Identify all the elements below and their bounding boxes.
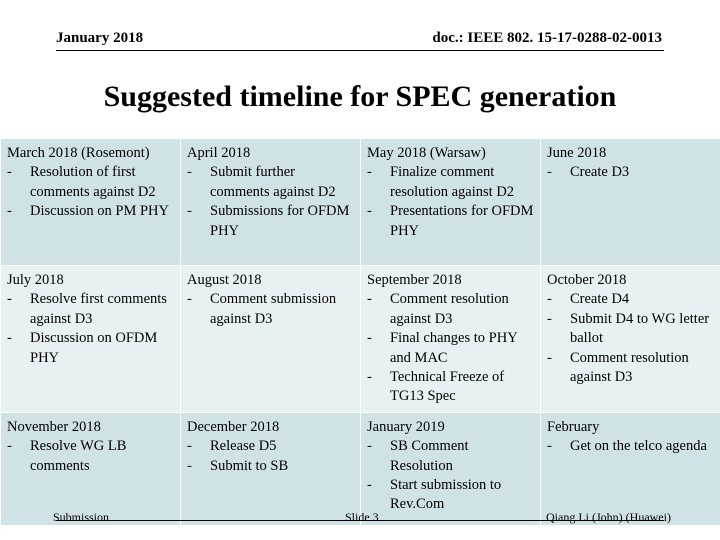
- timeline-month: December 2018: [187, 418, 280, 435]
- task-item: Comment submission against D3: [187, 290, 354, 329]
- task-item: Discussion on OFDM PHY: [7, 329, 174, 368]
- task-item: Resolution of first comments against D2: [7, 163, 174, 202]
- timeline-month: November 2018: [7, 418, 101, 435]
- task-item: Create D3: [547, 163, 714, 183]
- task-list: Release D5Submit to SB: [187, 437, 354, 476]
- task-list: Create D3: [547, 163, 714, 183]
- task-item: Resolve WG LB comments: [7, 437, 174, 476]
- timeline-month: October 2018: [547, 272, 627, 288]
- timeline-table: March 2018 (Rosemont) Resolution of first…: [0, 138, 720, 526]
- task-item: Create D4: [547, 290, 714, 310]
- header-divider: [56, 50, 664, 51]
- task-item: Submit further comments against D2: [187, 163, 354, 202]
- timeline-month: May 2018 (Warsaw): [367, 145, 486, 161]
- task-item: Presentations for OFDM PHY: [367, 202, 534, 241]
- task-list: Resolution of first comments against D2D…: [7, 163, 174, 222]
- task-item: Resolve first comments against D3: [7, 290, 174, 329]
- task-item: Final changes to PHY and MAC: [367, 329, 534, 368]
- timeline-row: March 2018 (Rosemont) Resolution of first…: [0, 138, 720, 266]
- timeline-month: February: [547, 418, 600, 435]
- timeline-cell: September 2018 Comment resolution against…: [360, 265, 541, 413]
- task-list: Get on the telco agenda: [547, 437, 714, 457]
- timeline-month: July 2018: [7, 272, 64, 288]
- footer-author: Qiang Li (John) (Huawei): [546, 510, 671, 524]
- timeline-cell: March 2018 (Rosemont) Resolution of first…: [0, 138, 181, 266]
- footer-submission: Submission: [53, 510, 110, 524]
- task-list: Finalize comment resolution against D2Pr…: [367, 163, 534, 241]
- timeline-row: November 2018Resolve WG LB commentsDecem…: [0, 411, 720, 526]
- task-list: Create D4Submit D4 to WG letter ballotCo…: [547, 290, 714, 387]
- task-item: SB Comment Resolution: [367, 437, 534, 476]
- task-item: Comment resolution against D3: [367, 290, 534, 329]
- header-doc-id: doc.: IEEE 802. 15-17-0288-02-0013: [432, 30, 662, 46]
- timeline-cell: December 2018 Release D5Submit to SB: [180, 411, 361, 526]
- timeline-cell: January 2019 SB Comment ResolutionStart s…: [360, 411, 541, 526]
- timeline-month: March 2018 (Rosemont): [7, 145, 150, 161]
- header-date: January 2018: [56, 30, 144, 46]
- task-item: Discussion on PM PHY: [7, 202, 174, 222]
- timeline-cell: May 2018 (Warsaw) Finalize comment resolu…: [360, 138, 541, 266]
- timeline-cell: February Get on the telco agenda: [540, 411, 720, 526]
- task-list: Comment submission against D3: [187, 290, 354, 329]
- task-list: Comment resolution against D3Final chang…: [367, 290, 534, 406]
- task-list: Resolve WG LB comments: [7, 437, 174, 476]
- timeline-cell: November 2018 Resolve WG LB comments: [0, 411, 181, 526]
- task-item: Submit to SB: [187, 457, 354, 477]
- slide-title: Suggested timeline for SPEC generation: [103, 80, 617, 113]
- task-item: Start submission to Rev.Com: [367, 476, 534, 515]
- task-item: Get on the telco agenda: [547, 437, 714, 457]
- timeline-cell: August 2018 Comment submission against D3: [180, 265, 361, 413]
- timeline-cell: July 2018 Resolve first comments against …: [0, 265, 181, 413]
- task-item: Release D5: [187, 437, 354, 457]
- timeline-month: September 2018: [367, 272, 462, 288]
- task-list: Resolve first comments against D3Discuss…: [7, 290, 174, 368]
- timeline-month: June 2018: [547, 145, 607, 161]
- task-item: Comment resolution against D3: [547, 349, 714, 388]
- task-item: Technical Freeze of TG13 Spec: [367, 368, 534, 407]
- timeline-cell: April 2018 Submit further comments agains…: [180, 138, 361, 266]
- timeline-cell: October 2018 Create D4Submit D4 to WG let…: [540, 265, 720, 413]
- footer-slide-number: Slide 3: [345, 510, 379, 524]
- task-item: Finalize comment resolution against D2: [367, 163, 534, 202]
- task-item: Submissions for OFDM PHY: [187, 202, 354, 241]
- task-item: Submit D4 to WG letter ballot: [547, 310, 714, 349]
- task-list: SB Comment ResolutionStart submission to…: [367, 437, 534, 515]
- timeline-month: April 2018: [187, 145, 251, 161]
- timeline-row: July 2018 Resolve first comments against …: [0, 265, 720, 413]
- timeline-month: August 2018: [187, 272, 262, 288]
- timeline-month: January 2019: [367, 418, 445, 435]
- timeline-cell: June 2018 Create D3: [540, 138, 720, 266]
- footer-divider: [56, 520, 664, 521]
- task-list: Submit further comments against D2Submis…: [187, 163, 354, 241]
